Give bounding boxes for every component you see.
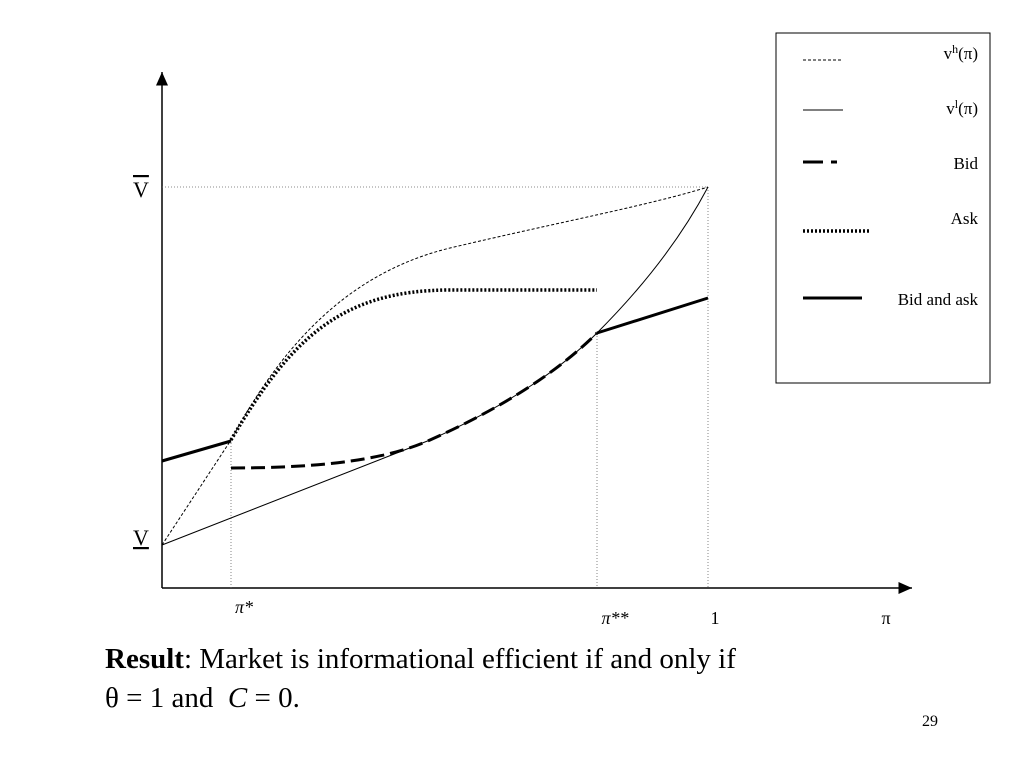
legend-arg: (π) — [958, 44, 978, 63]
legend-arg: (π) — [958, 99, 978, 118]
ask-curve — [229, 288, 597, 441]
legend-label: Ask — [951, 209, 979, 228]
result-line-2: θ = 1 and C = 0. — [105, 682, 300, 714]
legend-box — [775, 32, 991, 384]
legend-label: Bid — [953, 154, 978, 173]
v-under-label: V — [133, 525, 149, 550]
result-bold: Result — [105, 643, 184, 675]
legend-sup: h — [952, 42, 958, 56]
result-var: C — [228, 682, 248, 714]
bid-curve — [230, 331, 599, 470]
legend-base: v — [946, 99, 955, 118]
legend-base: v — [944, 44, 953, 63]
bid-ask-curve — [161, 296, 709, 463]
guide-lines — [162, 186, 709, 588]
x-axis-label: π — [881, 608, 890, 628]
vl-curve — [161, 186, 709, 546]
vh-curve — [161, 186, 709, 546]
legend-label: Bid and ask — [898, 290, 979, 309]
result-line-1: Result: Market is informational efficien… — [105, 643, 736, 675]
x-tick-label: π** — [601, 608, 628, 628]
x-tick-label: 1 — [711, 608, 720, 628]
legend-label: vl(π) — [946, 97, 978, 118]
legend-label: vh(π) — [944, 42, 978, 63]
x-tick-label: π* — [235, 597, 253, 617]
legend-sup: l — [955, 97, 959, 111]
v-bar-label: V — [133, 177, 149, 202]
result-text: : Market is informational efficient if a… — [184, 643, 736, 675]
page-number: 29 — [922, 713, 938, 730]
result-text: = 0. — [247, 682, 300, 714]
result-text: θ = 1 and — [105, 682, 228, 714]
